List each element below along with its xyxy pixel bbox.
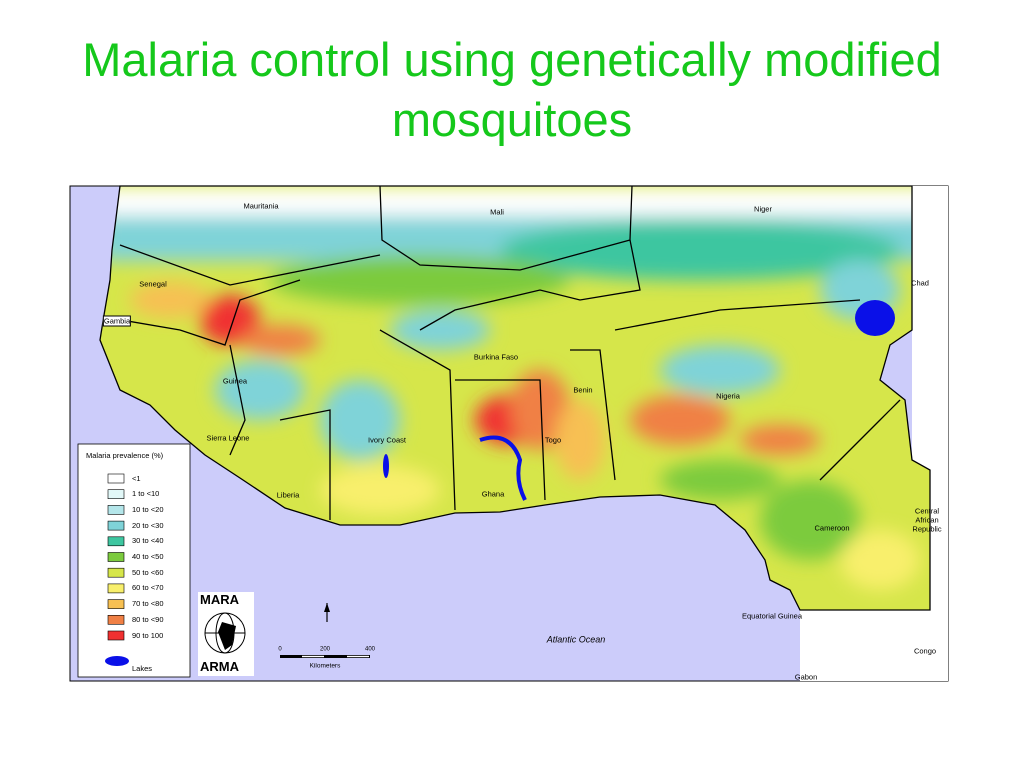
ocean-label: Atlantic Ocean [546, 634, 606, 645]
scale-tick-label: 400 [364, 646, 376, 653]
legend-title: Malaria prevalence (%) [86, 451, 164, 460]
country-label: Benin [573, 385, 593, 395]
legend-swatch [107, 489, 125, 500]
country-label: Niger [754, 204, 772, 214]
country-label: Cameroon [814, 523, 850, 533]
legend-swatch [107, 473, 125, 484]
lake [479, 435, 527, 501]
country-label: Gambia [102, 315, 132, 327]
legend-label: 30 to <40 [132, 536, 164, 546]
legend-label: 70 to <80 [132, 599, 164, 609]
country-label: Congo [913, 646, 937, 656]
country-label: Togo [544, 435, 562, 445]
legend-swatch [107, 630, 125, 641]
legend-label: 50 to <60 [132, 567, 164, 577]
borders [99, 185, 931, 611]
legend-box [77, 443, 191, 678]
legend-swatch [107, 505, 125, 515]
country-label: Mali [490, 207, 504, 217]
legend-swatch [107, 536, 125, 547]
legend-label: 80 to <90 [132, 614, 164, 624]
country-label: Ivory Coast [368, 435, 406, 445]
legend-swatch [107, 520, 125, 531]
scale-tick-label: 200 [319, 646, 331, 653]
country-label: Guinea [222, 376, 248, 386]
scale-tick-label: 0 [278, 646, 282, 653]
country-label: Chad [911, 278, 929, 288]
lake [383, 454, 389, 478]
country-label: Central African Republic [912, 506, 942, 534]
lake [855, 300, 895, 336]
country-label: Senegal [139, 279, 167, 289]
legend-swatch [107, 552, 125, 562]
country-label: Nigeria [716, 391, 740, 401]
legend-label: 60 to <70 [132, 583, 164, 593]
logo [198, 592, 254, 676]
legend-label: 20 to <30 [132, 520, 164, 530]
legend-label: 1 to <10 [132, 489, 160, 499]
north-arrow [324, 603, 330, 622]
scale-bar [280, 655, 370, 658]
scale-unit: Kilometers [309, 662, 341, 670]
legend-swatch [107, 567, 125, 578]
legend-swatch [107, 614, 125, 625]
legend-label: <1 [132, 473, 141, 483]
country-label: Equatorial Guinea [741, 611, 803, 621]
logo-text: ARMA [200, 659, 239, 674]
legend-lake-swatch [105, 656, 129, 666]
slide-title: Malaria control using genetically modifi… [82, 33, 942, 146]
country-label: Mauritania [243, 201, 279, 211]
legend-swatch [107, 583, 125, 594]
legend-swatch [107, 599, 125, 609]
country-label: Gabon [794, 672, 818, 682]
legend-label: Lakes [132, 664, 153, 673]
legend-label: 90 to 100 [132, 630, 164, 640]
legend-label: 10 to <20 [132, 504, 164, 514]
outside-area [800, 600, 948, 681]
country-label: Ghana [481, 489, 505, 499]
prevalence-surface [100, 186, 930, 610]
country-label: Burkina Faso [473, 352, 519, 362]
legend-label: 40 to <50 [132, 552, 164, 561]
country-label: Liberia [276, 490, 300, 500]
country-label: Sierra Leone [206, 433, 250, 443]
logo-text: MARA [200, 592, 239, 607]
